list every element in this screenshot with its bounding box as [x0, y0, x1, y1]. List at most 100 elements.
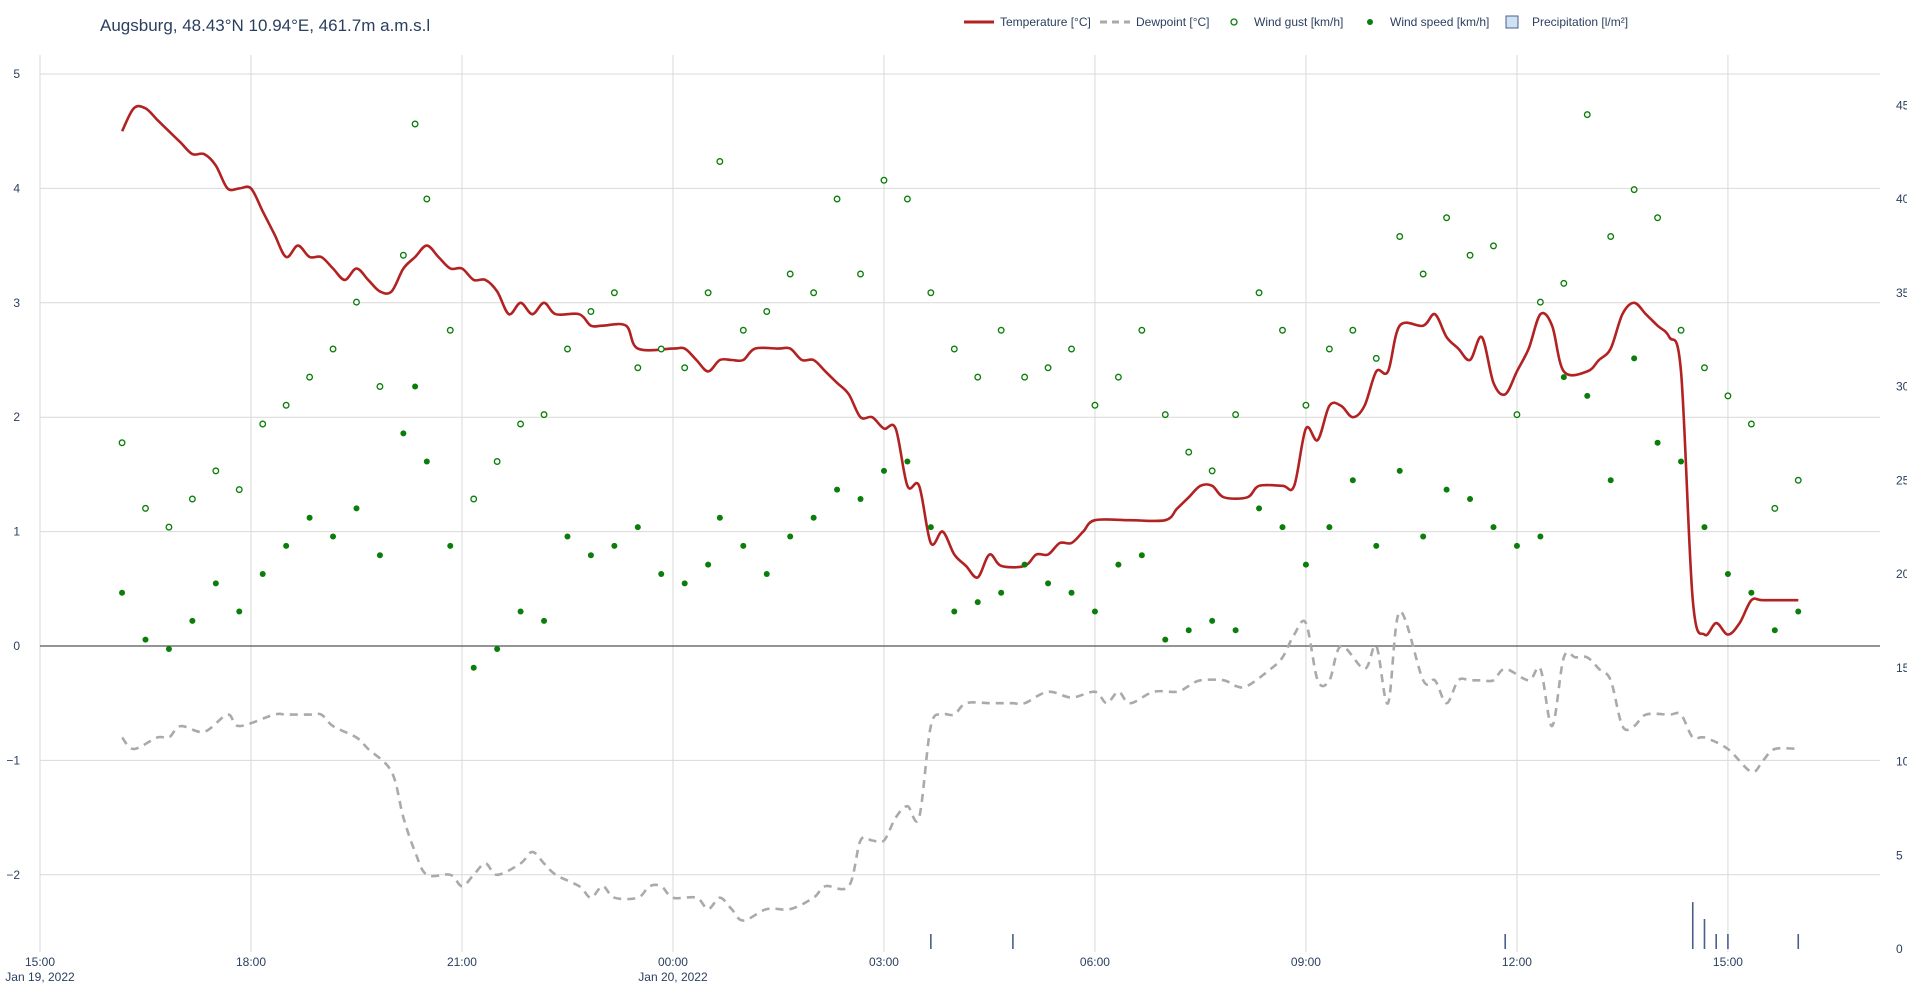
wind-gust-point: [446, 326, 454, 334]
wind-gust-point: [1185, 448, 1193, 456]
wind-gust-point: [517, 420, 525, 428]
wind-gust-point: [763, 308, 771, 315]
wind-speed-point: [951, 608, 958, 615]
wind-speed-point: [1513, 542, 1520, 549]
wind-speed-point: [611, 542, 618, 549]
wind-gust-point: [716, 158, 724, 165]
grid: [39, 55, 1880, 952]
wind-speed-point: [423, 458, 430, 465]
y-left-tick-label: −1: [6, 753, 20, 767]
y-left-tick-label: 5: [13, 67, 20, 81]
wind-gust-point: [1771, 504, 1779, 512]
wind-speed-point: [1162, 636, 1169, 643]
wind-speed-point: [1607, 477, 1614, 484]
wind-gust-point: [1396, 233, 1404, 240]
wind-speed-point: [1138, 552, 1145, 559]
wind-speed-point: [1302, 561, 1309, 568]
wind-gust-point: [927, 289, 935, 297]
wind-speed-point: [1021, 561, 1028, 568]
wind-gust-point: [329, 345, 337, 353]
wind-gust-point: [1419, 270, 1427, 278]
wind-gust-point: [880, 176, 888, 184]
wind-speed-point: [1537, 533, 1544, 540]
wind-speed-point: [716, 514, 723, 521]
wind-gust-point: [235, 486, 243, 494]
wind-gust-point: [1114, 373, 1122, 381]
wind-speed-point: [1678, 458, 1685, 465]
x-tick-label: 09:00: [1291, 955, 1321, 969]
wind-gust-point: [1279, 326, 1286, 334]
wind-speed-point: [1349, 477, 1356, 484]
wind-gust-point: [1794, 476, 1802, 484]
wind-speed-point: [400, 430, 407, 437]
legend-item-wind-gust[interactable]: Wind gust [km/h]: [1230, 15, 1343, 29]
wind-gust-point: [1513, 411, 1521, 419]
y-left-tick-label: 0: [13, 639, 20, 653]
wind-gust-point: [833, 195, 841, 203]
x-tick-sublabel: Jan 20, 2022: [638, 970, 708, 984]
wind-speed-point: [1373, 542, 1380, 549]
wind-gust-point: [1583, 111, 1591, 119]
x-tick-label: 21:00: [447, 955, 477, 969]
dewpoint-layer: [121, 610, 1799, 922]
precipitation-bar: [1703, 919, 1706, 949]
wind-gust-point: [1208, 467, 1216, 475]
wind-speed-point: [1068, 589, 1075, 596]
wind-gust-point: [399, 251, 407, 259]
wind-speed-point: [1795, 608, 1802, 615]
wind-speed-point: [447, 542, 454, 549]
wind-speed-point: [681, 580, 688, 587]
wind-speed-point: [1256, 505, 1263, 512]
wind-speed-point: [1326, 524, 1333, 531]
wind-speed-point: [1279, 524, 1286, 531]
wind-gust-point: [118, 439, 126, 447]
legend-item-temperature[interactable]: Temperature [°C]: [964, 15, 1091, 29]
wind-gust-point: [1161, 411, 1169, 419]
wind-speed-point: [587, 552, 594, 559]
wind-speed-point: [1420, 533, 1427, 540]
wind-gust-point: [1747, 420, 1755, 428]
y-left-tick-label: −2: [6, 868, 20, 882]
wind-gust-point: [1536, 298, 1544, 306]
x-tick-label: 15:00: [1713, 955, 1743, 969]
wind-speed-point: [834, 486, 841, 493]
precipitation-bar: [1504, 934, 1507, 949]
wind-speed-point: [1490, 524, 1497, 531]
x-tick-label: 03:00: [869, 955, 899, 969]
wind-speed-point: [1185, 627, 1192, 634]
wind-speed-point: [1396, 467, 1403, 474]
wind-gust-point: [1232, 411, 1240, 419]
wind-speed-point: [658, 571, 665, 577]
wind-speed-point: [998, 589, 1005, 596]
wind-gust-point: [493, 458, 501, 465]
wind-gust-point: [1255, 289, 1263, 297]
wind-gust-point: [1302, 401, 1310, 409]
legend-item-precipitation[interactable]: Precipitation [l/m²]: [1505, 15, 1628, 29]
wind-gust-point: [1630, 186, 1638, 194]
legend-item-wind-speed[interactable]: Wind speed [km/h]: [1367, 15, 1489, 29]
wind-gust-point: [857, 270, 864, 278]
y-right-tick-label: 10: [1896, 755, 1907, 769]
y-right-tick-label: 40: [1896, 192, 1907, 206]
wind-gust-point: [657, 345, 665, 353]
precipitation-bar: [1012, 934, 1014, 949]
wind-speed-point: [541, 617, 548, 624]
wind-gust-point: [540, 411, 548, 419]
y-right-tick-label: 15: [1896, 661, 1907, 675]
wind-speed-point: [857, 496, 864, 502]
wind-speed-point: [927, 524, 934, 531]
wind-gust-point: [212, 467, 220, 475]
wind-speed-point: [740, 542, 747, 549]
wind-gust-point: [1677, 326, 1685, 334]
wind-speed-point: [330, 533, 337, 540]
y-right-tick-label: 35: [1896, 286, 1907, 300]
legend-item-dewpoint[interactable]: Dewpoint [°C]: [1100, 15, 1210, 29]
y-right-tick-label: 5: [1896, 848, 1903, 862]
legend-label-wind-speed: Wind speed [km/h]: [1390, 15, 1489, 29]
wind-speed-point: [1724, 571, 1731, 577]
wind-gust-point: [1466, 251, 1474, 259]
wind-gust-point: [142, 504, 149, 512]
precipitation-bar: [1715, 934, 1717, 949]
